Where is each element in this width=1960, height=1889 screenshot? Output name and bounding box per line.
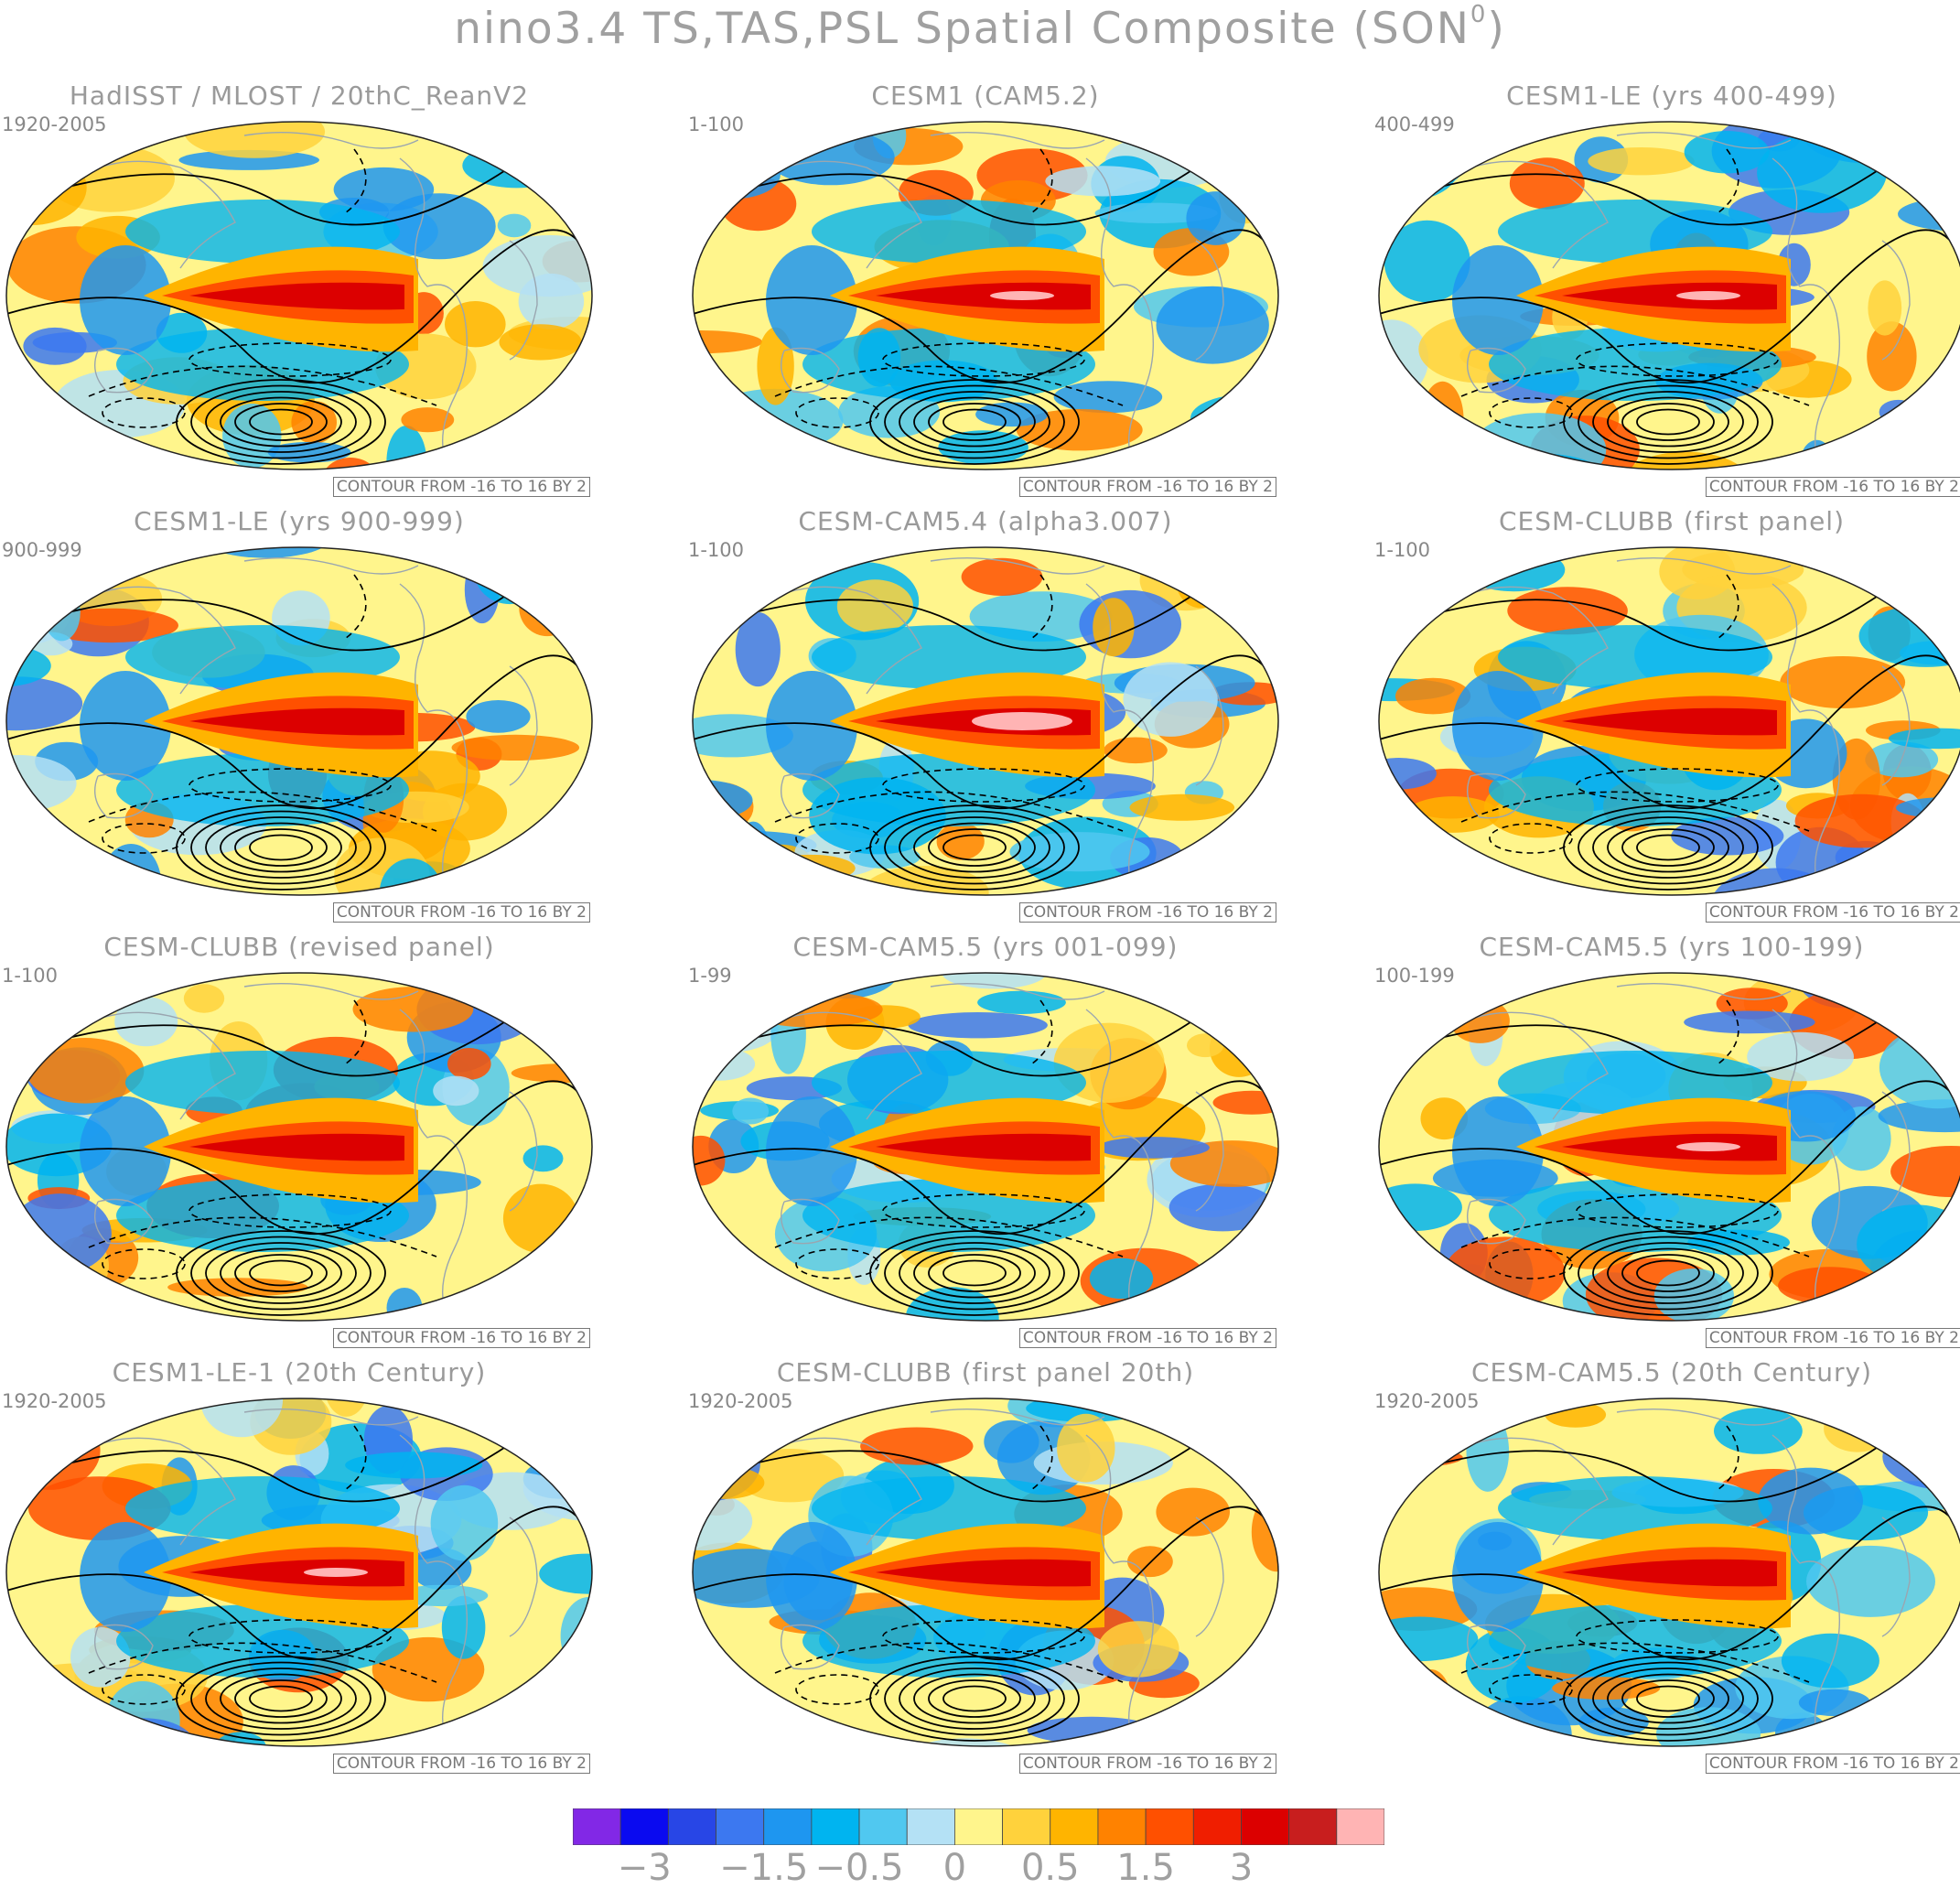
contour-info-label: CONTOUR FROM -16 TO 16 BY 2 bbox=[333, 477, 590, 497]
colorbar-swatch bbox=[1241, 1808, 1288, 1845]
colorbar-swatch bbox=[716, 1808, 764, 1845]
colorbar-tick-label: −1.5 bbox=[719, 1847, 808, 1889]
colorbar bbox=[573, 1808, 1384, 1845]
colorbar-tick-label: −3 bbox=[618, 1847, 672, 1889]
sst-anomaly-map bbox=[1374, 959, 1960, 1334]
panel-title: CESM-CAM5.5 (20th Century) bbox=[1374, 1357, 1960, 1387]
colorbar-swatch bbox=[1003, 1808, 1050, 1845]
contour-info-label: CONTOUR FROM -16 TO 16 BY 2 bbox=[1019, 1754, 1276, 1774]
panel-title: CESM1 (CAM5.2) bbox=[688, 81, 1283, 111]
colorbar-swatch bbox=[1050, 1808, 1098, 1845]
panel-years: 1920-2005 bbox=[2, 113, 106, 135]
sst-anomaly-map bbox=[2, 534, 597, 909]
colorbar-swatch bbox=[573, 1808, 620, 1845]
map-panel: CESM1 (CAM5.2)1-100 CONTOUR FROM -16 TO 1… bbox=[688, 81, 1283, 503]
panel-title: CESM-CAM5.5 (yrs 100-199) bbox=[1374, 932, 1960, 962]
panel-years: 1-100 bbox=[688, 113, 744, 135]
contour-info-label: CONTOUR FROM -16 TO 16 BY 2 bbox=[333, 1328, 590, 1348]
panel-years: 1920-2005 bbox=[688, 1390, 792, 1412]
sst-anomaly-map bbox=[688, 534, 1283, 909]
colorbar-tick-label: 3 bbox=[1230, 1847, 1253, 1889]
colorbar-swatch bbox=[1289, 1808, 1337, 1845]
panel-years: 400-499 bbox=[1374, 113, 1455, 135]
colorbar-swatch bbox=[1098, 1808, 1146, 1845]
panel-title: HadISST / MLOST / 20thC_ReanV2 bbox=[2, 81, 597, 111]
sst-anomaly-map bbox=[2, 1385, 597, 1760]
colorbar-swatch bbox=[954, 1808, 1002, 1845]
panel-years: 1-100 bbox=[688, 539, 744, 561]
colorbar-swatch bbox=[812, 1808, 859, 1845]
figure-title-text: nino3.4 TS,TAS,PSL Spatial Composite (SO… bbox=[454, 4, 1470, 54]
contour-info-label: CONTOUR FROM -16 TO 16 BY 2 bbox=[1706, 477, 1960, 497]
map-panel: CESM-CLUBB (first panel 20th) 1920-2005 CO… bbox=[688, 1357, 1283, 1780]
colorbar-tick-label: 0 bbox=[943, 1847, 966, 1889]
panel-title: CESM-CLUBB (first panel 20th) bbox=[688, 1357, 1283, 1387]
sst-anomaly-map bbox=[1374, 108, 1960, 483]
panel-years: 1-99 bbox=[688, 965, 732, 987]
contour-info-label: CONTOUR FROM -16 TO 16 BY 2 bbox=[1706, 902, 1960, 923]
map-panel: CESM1-LE (yrs 900-999) 900-999 CONTOUR FRO… bbox=[2, 506, 597, 929]
panel-years: 900-999 bbox=[2, 539, 82, 561]
colorbar-swatch bbox=[668, 1808, 716, 1845]
panel-years: 1-100 bbox=[1374, 539, 1430, 561]
panel-title: CESM-CLUBB (first panel) bbox=[1374, 506, 1960, 536]
panel-years: 100-199 bbox=[1374, 965, 1455, 987]
sst-anomaly-map bbox=[688, 108, 1283, 483]
colorbar-swatch bbox=[1193, 1808, 1241, 1845]
map-panel: CESM-CAM5.5 (yrs 001-099) 1-99 CONTOUR FRO… bbox=[688, 932, 1283, 1355]
colorbar-swatch bbox=[1337, 1808, 1384, 1845]
colorbar-tick-label: −0.5 bbox=[814, 1847, 903, 1889]
contour-info-label: CONTOUR FROM -16 TO 16 BY 2 bbox=[333, 902, 590, 923]
sst-anomaly-map bbox=[2, 959, 597, 1334]
panel-years: 1920-2005 bbox=[2, 1390, 106, 1412]
panel-title: CESM1-LE-1 (20th Century) bbox=[2, 1357, 597, 1387]
figure-title: nino3.4 TS,TAS,PSL Spatial Composite (SO… bbox=[0, 4, 1960, 59]
colorbar-tick-label: 0.5 bbox=[1021, 1847, 1080, 1889]
colorbar-swatch bbox=[764, 1808, 812, 1845]
contour-info-label: CONTOUR FROM -16 TO 16 BY 2 bbox=[1019, 1328, 1276, 1348]
sst-anomaly-map bbox=[2, 108, 597, 483]
panel-title: CESM-CAM5.5 (yrs 001-099) bbox=[688, 932, 1283, 962]
colorbar-swatch bbox=[620, 1808, 668, 1845]
contour-info-label: CONTOUR FROM -16 TO 16 BY 2 bbox=[1706, 1328, 1960, 1348]
colorbar-swatch bbox=[907, 1808, 954, 1845]
sst-anomaly-map bbox=[1374, 1385, 1960, 1760]
figure-title-superscript: 0 bbox=[1470, 1, 1488, 28]
panel-title: CESM-CAM5.4 (alpha3.007) bbox=[688, 506, 1283, 536]
map-panel: CESM-CLUBB (revised panel) 1-100 CONTOUR F… bbox=[2, 932, 597, 1355]
map-panel: CESM-CAM5.5 (20th Century) 1920-2005 CONTO… bbox=[1374, 1357, 1960, 1780]
sst-anomaly-map bbox=[1374, 534, 1960, 909]
map-panel: CESM1-LE (yrs 400-499)400-499 CONTOUR FRO… bbox=[1374, 81, 1960, 503]
panel-years: 1920-2005 bbox=[1374, 1390, 1479, 1412]
panel-title: CESM-CLUBB (revised panel) bbox=[2, 932, 597, 962]
figure-title-close: ) bbox=[1487, 4, 1505, 54]
map-panel: CESM-CLUBB (first panel) 1-100 CONTOUR FRO… bbox=[1374, 506, 1960, 929]
map-panel: CESM-CAM5.5 (yrs 100-199) 100-199 CONTOUR … bbox=[1374, 932, 1960, 1355]
panel-years: 1-100 bbox=[2, 965, 58, 987]
sst-anomaly-map bbox=[688, 959, 1283, 1334]
contour-info-label: CONTOUR FROM -16 TO 16 BY 2 bbox=[1019, 477, 1276, 497]
colorbar-tick-label: 1.5 bbox=[1116, 1847, 1175, 1889]
panel-title: CESM1-LE (yrs 900-999) bbox=[2, 506, 597, 536]
map-panel: CESM-CAM5.4 (alpha3.007) 1-100 CONTOUR FRO… bbox=[688, 506, 1283, 929]
contour-info-label: CONTOUR FROM -16 TO 16 BY 2 bbox=[1019, 902, 1276, 923]
colorbar-swatch bbox=[859, 1808, 907, 1845]
sst-anomaly-map bbox=[688, 1385, 1283, 1760]
map-panel: CESM1-LE-1 (20th Century) 1920-2005 CONTOU… bbox=[2, 1357, 597, 1780]
panel-title: CESM1-LE (yrs 400-499) bbox=[1374, 81, 1960, 111]
contour-info-label: CONTOUR FROM -16 TO 16 BY 2 bbox=[1706, 1754, 1960, 1774]
colorbar-swatch bbox=[1146, 1808, 1193, 1845]
contour-info-label: CONTOUR FROM -16 TO 16 BY 2 bbox=[333, 1754, 590, 1774]
